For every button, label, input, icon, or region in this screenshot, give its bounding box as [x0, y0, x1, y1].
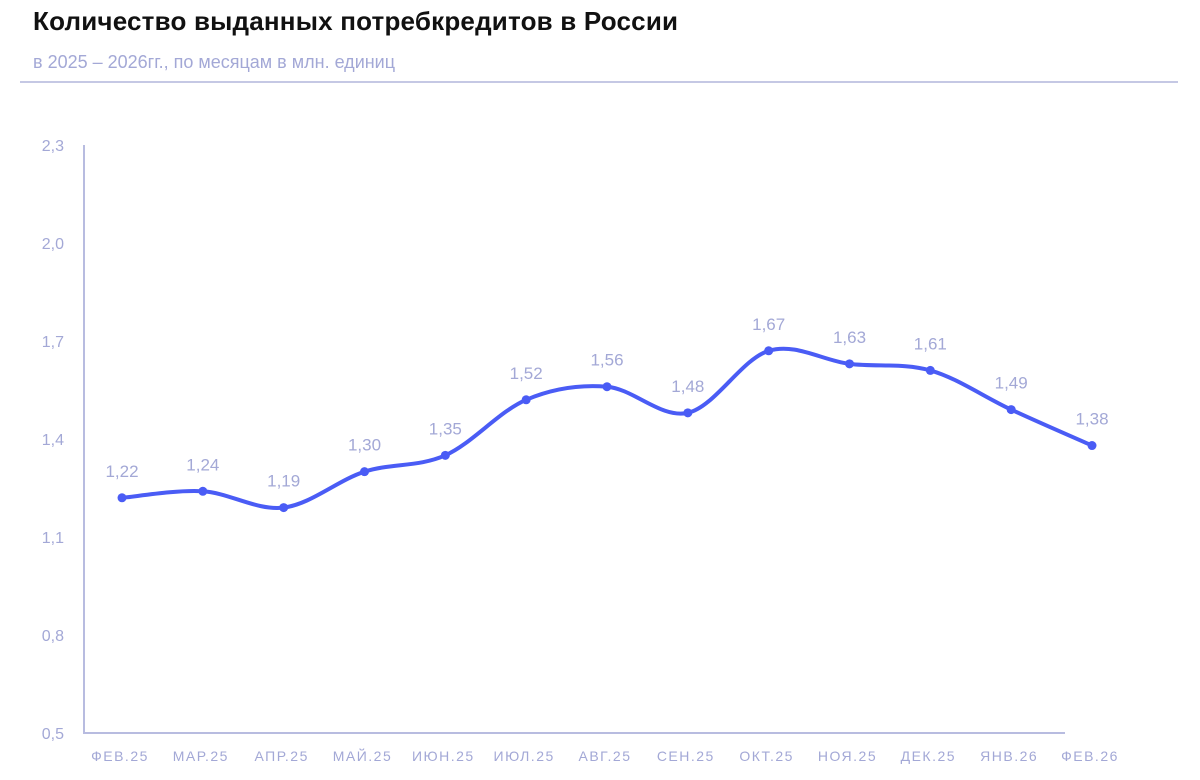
header-divider	[20, 81, 1178, 83]
y-tick-label: 0,5	[42, 726, 64, 743]
x-tick-label: АВГ.25	[578, 748, 631, 764]
x-tick-label: СЕН.25	[657, 748, 715, 764]
data-label: 1,61	[914, 334, 947, 353]
data-label: 1,63	[833, 328, 866, 347]
x-tick-label: МАЙ.25	[333, 747, 393, 764]
y-tick-label: 1,4	[42, 432, 64, 449]
x-tick-label: АПР.25	[254, 748, 308, 764]
y-tick-label: 0,8	[42, 628, 64, 645]
y-tick-label: 2,0	[42, 236, 64, 253]
data-point	[683, 408, 693, 418]
x-tick-label: ИЮН.25	[412, 748, 475, 764]
x-tick-label: НОЯ.25	[818, 748, 877, 764]
data-label: 1,22	[105, 462, 138, 481]
data-label: 1,56	[590, 351, 623, 370]
x-tick-label: ЯНВ.26	[980, 748, 1038, 764]
data-label: 1,30	[348, 436, 381, 455]
data-label: 1,52	[510, 364, 543, 383]
x-tick-label: ДЕК.25	[901, 748, 956, 764]
data-point	[198, 486, 208, 496]
data-point	[1006, 405, 1016, 415]
x-tick-label: МАР.25	[173, 748, 229, 764]
data-point	[521, 395, 531, 405]
x-axis-labels: ФЕВ.25 МАР.25 АПР.25 МАЙ.25 ИЮН.25 ИЮЛ.25 АВГ.…	[91, 747, 1119, 764]
data-label: 1,38	[1075, 410, 1108, 429]
data-point	[764, 346, 774, 356]
data-point	[117, 493, 127, 503]
y-tick-label: 2,3	[42, 138, 64, 155]
data-label: 1,48	[671, 377, 704, 396]
y-axis-labels: 0,5 0,8 1,1 1,4 1,7 2,0 2,3	[42, 138, 64, 743]
data-point	[602, 382, 612, 392]
data-point	[845, 359, 854, 369]
data-labels: 1,22 1,24 1,19 1,30 1,35 1,52 1,56 1,48 1,67 1,63…	[105, 315, 1108, 491]
x-tick-label: ОКТ.25	[739, 748, 794, 764]
data-label: 1,49	[995, 374, 1028, 393]
data-point	[440, 450, 450, 460]
data-label: 1,24	[186, 455, 219, 474]
data-point	[360, 467, 369, 477]
y-tick-label: 1,7	[42, 334, 64, 351]
data-point	[279, 503, 289, 513]
y-tick-label: 1,1	[42, 530, 64, 547]
data-label: 1,19	[267, 472, 300, 491]
data-label: 1,35	[429, 419, 462, 438]
chart-title: Количество выданных потребкредитов в Рос…	[33, 6, 679, 36]
data-points	[117, 346, 1097, 513]
x-tick-label: ИЮЛ.25	[494, 748, 555, 764]
data-point	[925, 365, 935, 375]
data-point	[1087, 441, 1097, 451]
data-label: 1,67	[752, 315, 785, 334]
x-tick-label: ФЕВ.26	[1061, 748, 1119, 764]
x-tick-label: ФЕВ.25	[91, 748, 149, 764]
chart-subtitle: в 2025 – 2026гг., по месяцам в млн. един…	[33, 52, 396, 72]
